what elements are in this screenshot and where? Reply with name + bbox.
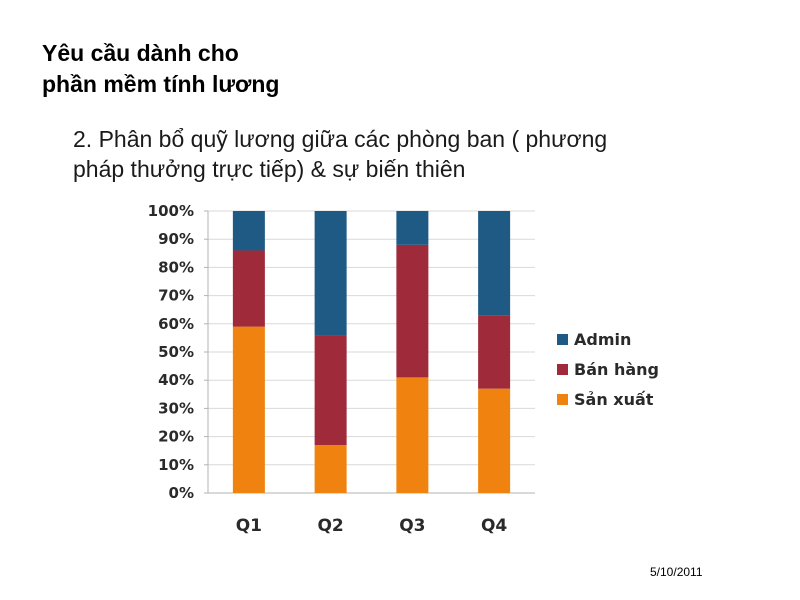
x-tick-label: Q2: [317, 516, 343, 536]
bar-segment: [396, 211, 429, 245]
y-tick-label: 10%: [158, 456, 194, 474]
bar-segment: [232, 326, 265, 493]
y-tick-label: 50%: [158, 343, 194, 361]
bar-segment: [478, 315, 511, 389]
x-tick-label: Q3: [399, 516, 425, 536]
x-tick-label: Q1: [236, 516, 262, 536]
bar-segment: [478, 211, 511, 316]
y-tick-label: 90%: [158, 230, 194, 248]
legend-label: Admin: [574, 330, 631, 349]
bar-segment: [314, 211, 347, 336]
bar-segment: [396, 377, 429, 493]
bar-segment: [232, 211, 265, 251]
slide-title-line-2: phần mềm tính lương: [42, 71, 280, 97]
slide-date: 5/10/2011: [650, 565, 703, 579]
slide-title: Yêu cầu dành cho phần mềm tính lương: [42, 38, 279, 100]
bar-segment: [232, 250, 265, 327]
x-tick-label: Q4: [481, 516, 507, 536]
slide-subtitle: 2. Phân bổ quỹ lương giữa các phòng ban …: [73, 124, 607, 184]
y-tick-label: 30%: [158, 399, 194, 417]
bar-segment: [314, 335, 347, 446]
y-tick-label: 0%: [169, 484, 194, 502]
y-tick-label: 70%: [158, 287, 194, 305]
y-tick-label: 20%: [158, 428, 194, 446]
y-tick-label: 100%: [148, 202, 194, 220]
y-tick-label: 60%: [158, 315, 194, 333]
slide-subtitle-line-2: pháp thưởng trực tiếp) & sự biến thiên: [73, 156, 466, 182]
bar-segment: [396, 244, 429, 378]
legend-label: Bán hàng: [574, 360, 659, 379]
legend-swatch: [557, 394, 568, 405]
y-tick-label: 40%: [158, 371, 194, 389]
slide-subtitle-line-1: 2. Phân bổ quỹ lương giữa các phòng ban …: [73, 126, 608, 152]
bar-segment: [478, 388, 511, 493]
y-tick-label: 80%: [158, 258, 194, 276]
bar-segment: [314, 445, 347, 493]
legend-label: Sản xuất: [574, 390, 654, 409]
legend-swatch: [557, 334, 568, 345]
legend-swatch: [557, 364, 568, 375]
slide-title-line-1: Yêu cầu dành cho: [42, 40, 239, 66]
